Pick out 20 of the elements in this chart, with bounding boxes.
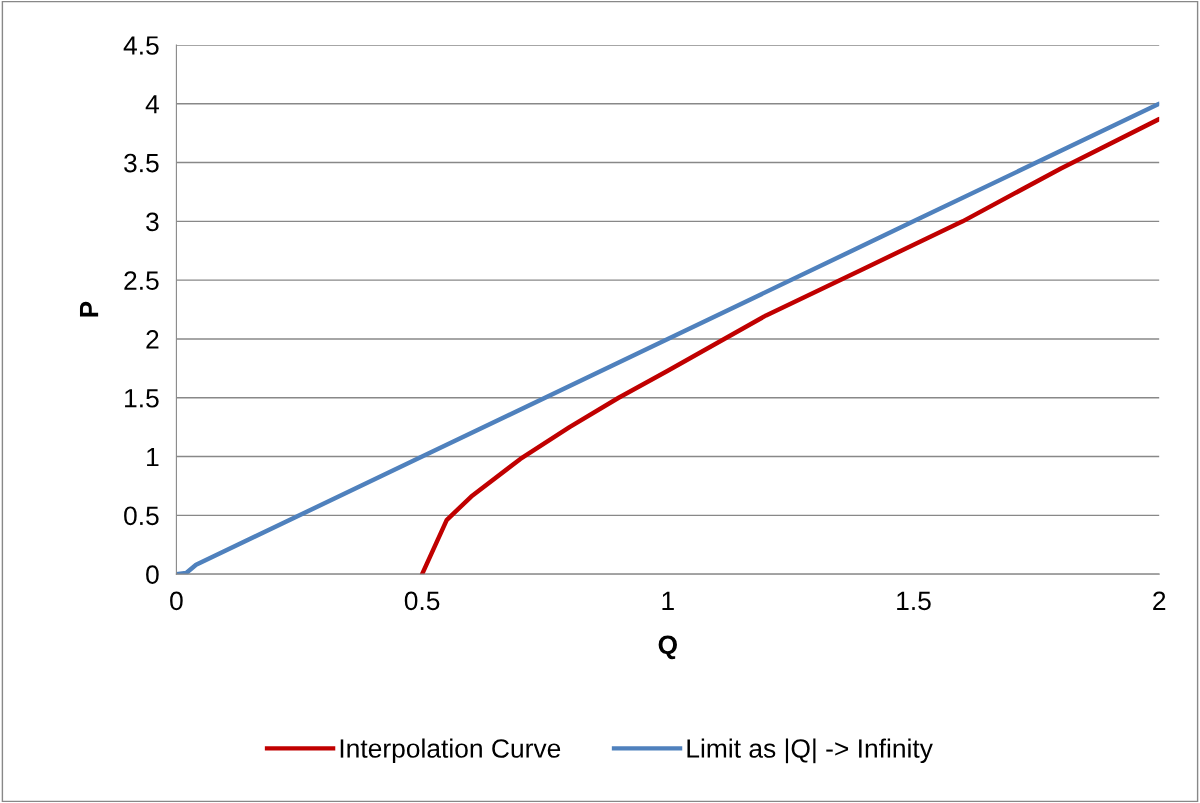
y-tick-label: 1.5: [125, 389, 159, 408]
y-tick-label: 3.5: [124, 153, 159, 173]
legend-label: Limit as |Q| -> Infinity: [687, 738, 933, 764]
y-tick-label: 4.5: [123, 36, 159, 55]
y-tick-label: 1: [147, 447, 159, 467]
x-tick-label: 0: [170, 591, 183, 611]
x-tick-label: 1: [662, 591, 674, 610]
x-tick-label: 2: [1153, 591, 1166, 610]
x-axis-title: Q: [658, 635, 677, 660]
y-tick-label: 2: [146, 330, 159, 349]
y-tick-label: 0: [146, 565, 159, 584]
y-tick-label: 4: [145, 95, 159, 114]
x-tick-label: 1.5: [897, 591, 931, 611]
legend-label: Interpolation Curve: [340, 738, 561, 764]
y-tick-label: 3: [146, 212, 159, 232]
x-tick-label: 0.5: [404, 591, 440, 611]
y-axis-title: P: [79, 301, 99, 317]
y-tick-label: 2.5: [124, 271, 159, 290]
y-tick-label: 0.5: [124, 506, 159, 526]
line-series: [419, 116, 1160, 575]
